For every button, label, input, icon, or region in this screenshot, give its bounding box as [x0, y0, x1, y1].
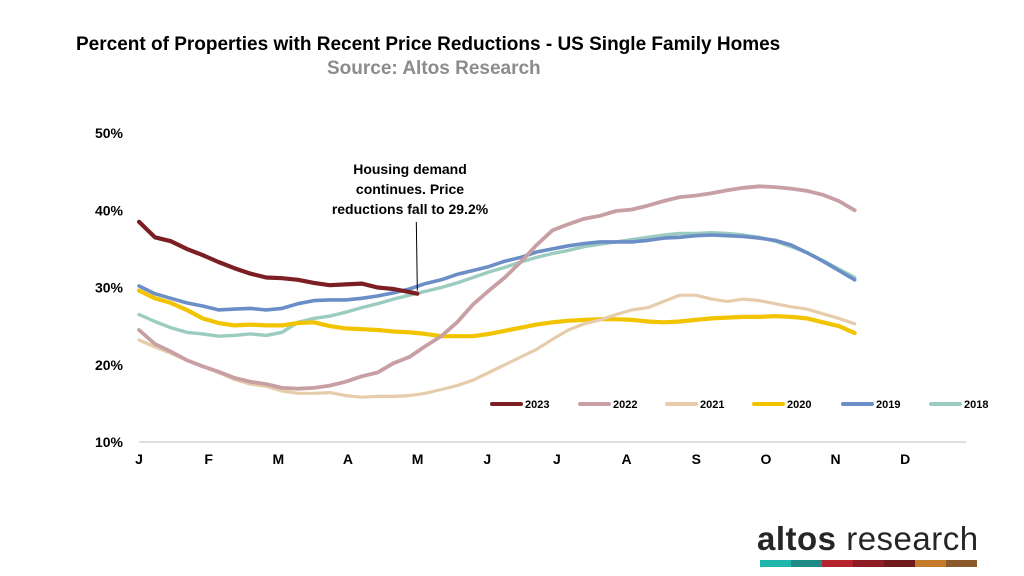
x-tick-label: N: [831, 451, 841, 467]
brand-stripe-segment: [915, 560, 946, 567]
x-tick-label: O: [760, 451, 771, 467]
y-tick-label: 40%: [95, 202, 124, 218]
x-tick-label: J: [135, 451, 143, 467]
series-line-2019: [137, 233, 857, 312]
legend-label-2020: 2020: [787, 399, 811, 411]
x-tick-label: J: [553, 451, 561, 467]
chart-subtitle: Source: Altos Research: [327, 58, 541, 79]
x-tick-label: M: [272, 451, 284, 467]
altos-research-logo: altos research: [757, 520, 979, 558]
annotation-text-line: Housing demand: [353, 161, 467, 177]
x-tick-label: A: [622, 451, 632, 467]
x-tick-label: M: [412, 451, 424, 467]
series-line-2023: [136, 219, 420, 296]
y-tick-label: 20%: [95, 357, 124, 373]
brand-stripe-segment: [822, 560, 853, 567]
chart-title: Percent of Properties with Recent Price …: [76, 34, 781, 55]
series-line-2018: [137, 231, 857, 338]
brand-stripe-segment: [791, 560, 822, 567]
series-line-2021: [137, 293, 857, 399]
brand-stripe-segment: [946, 560, 977, 567]
y-tick-label: 10%: [95, 434, 124, 450]
brand-word-altos: altos: [757, 520, 837, 557]
brand-stripe-segment: [760, 560, 791, 567]
brand-stripe-segment: [853, 560, 884, 567]
legend-label-2021: 2021: [700, 399, 724, 411]
brand-word-research: research: [836, 520, 979, 557]
legend-label-2022: 2022: [613, 399, 637, 411]
brand-stripe-segment: [884, 560, 915, 567]
x-tick-label: S: [692, 451, 701, 467]
x-tick-label: J: [483, 451, 491, 467]
y-tick-label: 30%: [95, 280, 124, 296]
series-line-2022: [137, 184, 857, 391]
line-chart: 10% 20% 30% 40% 50% J F M A M J J A S O N D Housing dema…: [95, 125, 989, 467]
y-tick-label: 50%: [95, 125, 124, 141]
annotation-text-line: continues. Price: [356, 181, 464, 197]
legend-label-2019: 2019: [876, 399, 900, 411]
brand-color-stripe: [760, 560, 977, 567]
legend-label-2023: 2023: [525, 399, 549, 411]
x-tick-label: F: [204, 451, 213, 467]
series-line-2020: [136, 288, 857, 339]
x-tick-label: A: [343, 451, 353, 467]
x-tick-label: D: [900, 451, 910, 467]
legend-label-2018: 2018: [964, 399, 988, 411]
annotation-pointer-line: [415, 221, 418, 291]
annotation-text-line: reductions fall to 29.2%: [332, 201, 489, 217]
